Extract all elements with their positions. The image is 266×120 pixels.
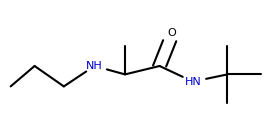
Text: NH: NH [86, 61, 103, 71]
Text: O: O [167, 28, 176, 38]
Text: HN: HN [185, 77, 201, 87]
